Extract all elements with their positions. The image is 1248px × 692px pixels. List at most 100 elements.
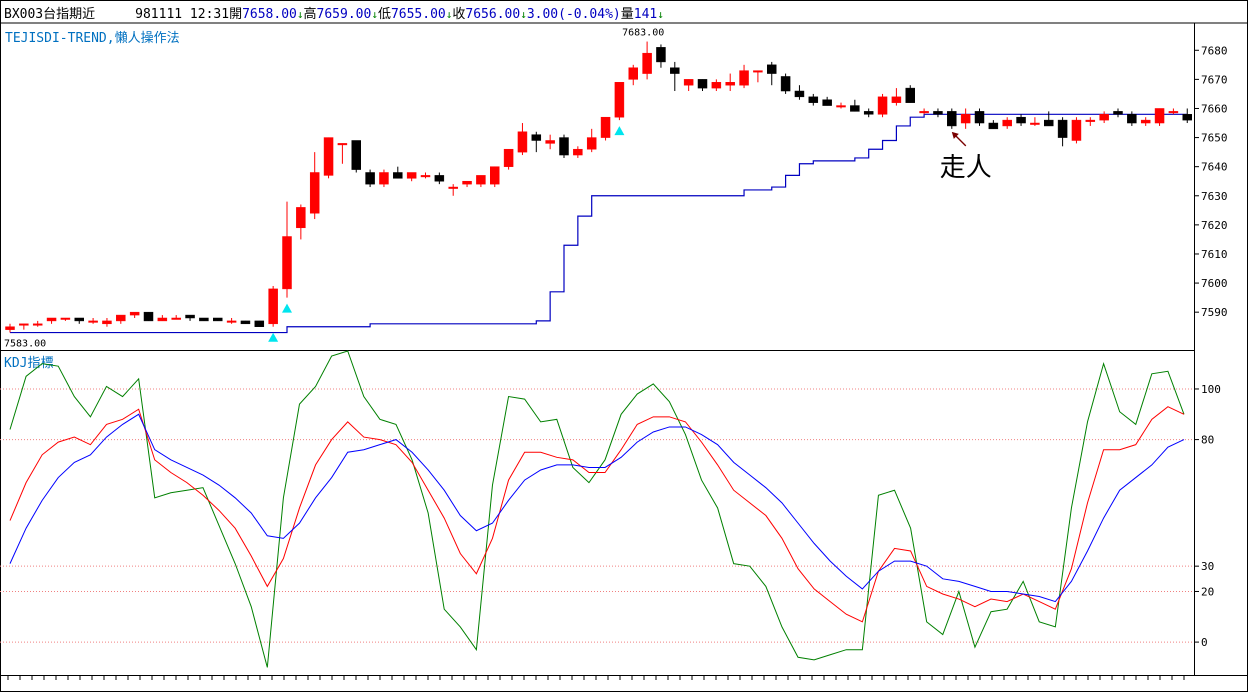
price-axis-label: 7640 bbox=[1201, 161, 1228, 174]
annotation-text: 走人 bbox=[940, 153, 992, 183]
candle bbox=[794, 85, 805, 100]
candle bbox=[116, 314, 126, 324]
candle bbox=[1085, 117, 1096, 126]
candle bbox=[891, 88, 902, 106]
candle-body bbox=[836, 105, 846, 108]
candle bbox=[1168, 108, 1179, 115]
candle bbox=[129, 311, 140, 318]
candle-body bbox=[19, 323, 29, 326]
low-price-label: 7583.00 bbox=[4, 339, 46, 350]
candle bbox=[683, 79, 694, 92]
price-axis-label: 7630 bbox=[1201, 190, 1228, 203]
candle-body bbox=[780, 76, 791, 92]
candle bbox=[517, 123, 528, 156]
candle bbox=[226, 317, 237, 324]
candle bbox=[739, 64, 749, 89]
candle-body bbox=[1182, 114, 1192, 121]
high-down-arrow-icon: ↓ bbox=[371, 8, 378, 21]
candle-body bbox=[614, 82, 625, 118]
candle bbox=[919, 108, 929, 115]
kdj-d-line bbox=[9, 406, 1185, 623]
candle bbox=[88, 317, 98, 324]
candle-body bbox=[877, 96, 888, 115]
candle-body bbox=[905, 87, 915, 103]
candle-body bbox=[462, 180, 472, 185]
candle-body bbox=[337, 143, 348, 146]
candle-body bbox=[32, 323, 43, 326]
candle bbox=[323, 137, 334, 179]
kdj-axis-label: 0 bbox=[1201, 636, 1208, 649]
price-axis-label: 7680 bbox=[1201, 44, 1228, 57]
candle bbox=[379, 169, 389, 188]
candle bbox=[268, 285, 278, 327]
candle bbox=[171, 315, 181, 320]
candle bbox=[877, 93, 888, 118]
candle bbox=[836, 102, 846, 109]
candle-body bbox=[46, 317, 57, 322]
candle bbox=[420, 172, 431, 179]
open-down-arrow-icon: ↓ bbox=[296, 8, 304, 21]
candle-body bbox=[1057, 119, 1068, 138]
candle bbox=[1044, 111, 1054, 127]
candle bbox=[850, 99, 860, 112]
candle-body bbox=[1140, 119, 1151, 124]
kdj-j-line bbox=[9, 413, 1185, 603]
candle bbox=[351, 140, 361, 173]
candle-body bbox=[573, 148, 583, 156]
candle-body bbox=[171, 317, 181, 320]
candle bbox=[296, 204, 306, 240]
candle-body bbox=[406, 172, 417, 179]
buy-signal-triangle-icon bbox=[282, 303, 292, 313]
candle-body bbox=[531, 134, 542, 141]
price-axis-label: 7590 bbox=[1201, 306, 1228, 319]
quote-header: BX003台指期近 981111 12:31開7658.00↓高7659.00↓低… bbox=[4, 3, 664, 22]
candle-body bbox=[974, 111, 985, 124]
candle bbox=[960, 108, 971, 129]
symbol-label: BX003台指期近 bbox=[4, 7, 96, 22]
buy-signal-triangle-icon bbox=[614, 126, 625, 136]
candle-body bbox=[1168, 111, 1179, 114]
candle bbox=[545, 134, 555, 150]
candle-body bbox=[1030, 122, 1040, 125]
candle bbox=[406, 172, 417, 182]
candle-body bbox=[808, 96, 819, 103]
candle-body bbox=[1113, 111, 1123, 115]
close-value: 7656.00 bbox=[465, 7, 521, 22]
candle-body bbox=[960, 114, 971, 124]
candle-body bbox=[60, 317, 71, 320]
high-price-label: 7683.00 bbox=[622, 28, 664, 39]
candle-body bbox=[74, 317, 84, 322]
candle bbox=[1113, 108, 1123, 118]
candle-body bbox=[116, 314, 126, 322]
candle bbox=[213, 317, 223, 322]
candle-body bbox=[642, 52, 652, 74]
volume-down-arrow-icon: ↓ bbox=[657, 8, 664, 21]
candle-body bbox=[129, 311, 140, 316]
candle-body bbox=[683, 79, 694, 86]
candle-body bbox=[586, 137, 597, 150]
candle bbox=[628, 64, 638, 86]
candle-body bbox=[767, 64, 777, 74]
date-time: 981111 12:31 bbox=[135, 7, 230, 22]
kdj-axis-label: 80 bbox=[1201, 434, 1214, 447]
candle-body bbox=[157, 317, 168, 322]
candle-body bbox=[1099, 114, 1109, 121]
candle bbox=[933, 108, 943, 118]
candle bbox=[822, 96, 832, 106]
candle bbox=[600, 116, 611, 141]
kdj-pane-title: KDJ指標 bbox=[4, 356, 53, 371]
buy-signal-triangle-icon bbox=[268, 332, 279, 342]
candle bbox=[697, 79, 708, 92]
price-axis-label: 7610 bbox=[1201, 248, 1228, 261]
candle-body bbox=[476, 175, 486, 185]
candle-body bbox=[282, 236, 292, 290]
candle-body bbox=[656, 47, 666, 63]
candle-body bbox=[5, 326, 15, 330]
candle-body bbox=[240, 320, 251, 325]
open-value: 7658.00 bbox=[242, 7, 297, 22]
price-axis-label: 7600 bbox=[1201, 277, 1228, 290]
candle bbox=[393, 166, 403, 179]
high-value: 7659.00 bbox=[316, 7, 372, 22]
candle-body bbox=[670, 67, 680, 74]
